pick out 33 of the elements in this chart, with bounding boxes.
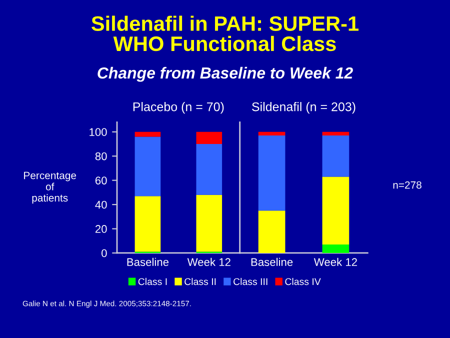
chart-title: Sildenafil (n = 203) [252,102,356,114]
bar [196,144,222,195]
x-tick-label: Baseline [127,258,169,266]
y-tick-label: 20 [95,225,107,233]
bar [196,132,222,144]
legend-label: Class III [234,278,268,286]
y-tick-label: 100 [90,128,107,136]
y-tick-label: 0 [102,249,107,258]
legend-label: Class IV [285,278,321,286]
x-tick-label: Week 12 [187,258,230,266]
legend-label: Class I [138,278,167,286]
chart-title: Placebo (n = 70) [133,102,224,114]
bar [134,132,161,137]
x-tick-label: Baseline [251,258,293,266]
bar [322,132,350,136]
bar [322,136,350,177]
text: n=278 [393,181,422,189]
bar [196,194,222,252]
bar [258,210,286,253]
bar [322,244,350,253]
y-tick-label: 80 [95,152,107,160]
y-tick-label: 40 [95,200,107,209]
y-tick-label: 60 [95,176,107,184]
x-tick-label: Week 12 [314,258,357,266]
bar [258,132,286,136]
bar [134,196,161,252]
bar [258,136,286,211]
text: Sildenafil in PAH: SUPER-1 WHO Functional Class [92,16,359,52]
bar [134,136,161,196]
y-axis-title: Percentage of patients [24,172,76,204]
legend-label: Class II [184,278,216,286]
text: Change from Baseline to Week 12 [98,66,353,82]
bar [322,176,350,245]
